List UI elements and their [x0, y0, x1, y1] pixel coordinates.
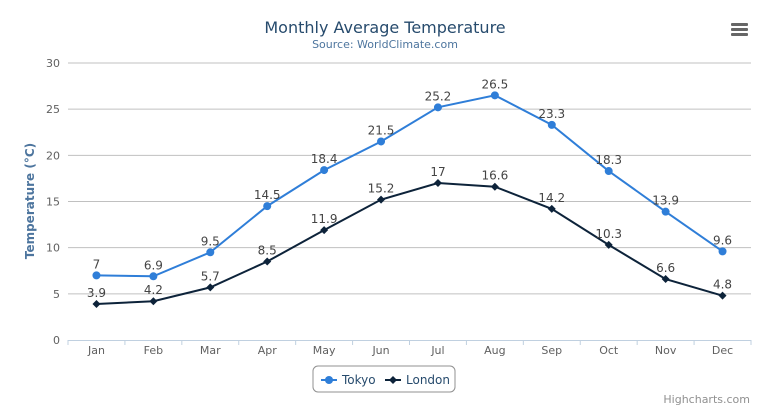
x-tick-label: Apr	[258, 344, 278, 357]
data-point	[490, 182, 499, 191]
y-tick-label: 5	[53, 288, 60, 301]
legend: Tokyo London	[312, 365, 456, 393]
series-line	[96, 94, 724, 278]
data-label: 11.9	[311, 212, 338, 226]
data-label: 6.9	[144, 258, 163, 272]
data-point	[149, 297, 158, 306]
x-tick-label: Feb	[144, 344, 163, 357]
data-point	[206, 283, 215, 292]
y-tick-label: 30	[46, 57, 60, 70]
y-axis-title: Temperature (°C)	[23, 143, 37, 259]
data-label: 9.6	[713, 233, 732, 247]
x-tick-label: Jun	[371, 344, 389, 357]
data-point	[377, 137, 386, 146]
x-tick-label: Dec	[712, 344, 733, 357]
data-point	[433, 103, 442, 112]
data-label: 6.6	[656, 261, 675, 275]
series-line	[96, 182, 723, 305]
data-point	[206, 248, 215, 257]
data-label: 16.6	[482, 169, 509, 183]
data-label: 18.4	[311, 152, 338, 166]
data-label: 3.9	[87, 286, 106, 300]
data-point	[718, 247, 727, 256]
legend-item-tokyo[interactable]: Tokyo	[321, 373, 376, 387]
y-tick-label: 25	[46, 103, 60, 116]
data-label: 18.3	[595, 153, 622, 167]
legend-label-tokyo: Tokyo	[341, 373, 376, 387]
y-tick-label: 10	[46, 242, 60, 255]
data-point	[604, 240, 613, 249]
chart-subtitle: Source: WorldClimate.com	[312, 38, 458, 51]
x-tick-label: Jan	[87, 344, 105, 357]
data-point	[547, 120, 556, 129]
data-point	[433, 179, 442, 188]
x-tick-label: May	[313, 344, 336, 357]
data-label: 4.2	[144, 283, 163, 297]
series-london: 3.9 4.2 5.7 8.5 11.9 15.2 17 16.6 14.2 10.3 6.6 4.8	[87, 165, 732, 308]
data-point	[263, 257, 272, 266]
data-label: 7	[93, 257, 101, 271]
data-label: 13.9	[652, 194, 679, 208]
data-point	[377, 195, 386, 204]
data-label: 14.2	[538, 191, 565, 205]
y-tick-label: 15	[46, 196, 60, 209]
x-tick-label: Aug	[484, 344, 505, 357]
x-tick-label: Jul	[430, 344, 444, 357]
data-point	[149, 272, 158, 281]
data-label: 14.5	[254, 188, 281, 202]
data-label: 9.5	[201, 234, 220, 248]
chart-title: Monthly Average Temperature	[264, 18, 505, 37]
data-label: 8.5	[258, 244, 277, 258]
data-point	[92, 271, 101, 280]
data-point	[661, 275, 670, 284]
data-label: 26.5	[482, 77, 509, 91]
data-point	[320, 166, 329, 175]
x-tick-label: Mar	[200, 344, 221, 357]
data-point	[661, 207, 670, 216]
legend-item-london[interactable]: London	[385, 373, 450, 387]
y-tick-label: 0	[53, 334, 60, 347]
data-point	[547, 204, 556, 213]
data-label: 23.3	[538, 107, 565, 121]
hamburger-menu-icon[interactable]	[731, 23, 748, 36]
data-point	[490, 91, 499, 100]
data-point	[604, 167, 613, 176]
legend-label-london: London	[406, 373, 450, 387]
data-label: 17	[430, 165, 445, 179]
series-tokyo: 7 6.9 9.5 14.5 18.4 21.5 25.2 26.5 23.3 18.3 13.9 9…	[92, 77, 732, 281]
data-point	[263, 202, 272, 211]
data-label: 5.7	[201, 269, 220, 283]
data-point	[718, 291, 727, 300]
data-label: 21.5	[368, 123, 395, 137]
y-tick-label: 20	[46, 149, 60, 162]
data-label: 4.8	[713, 278, 732, 292]
x-tick-label: Nov	[655, 344, 677, 357]
x-tick-label: Sep	[541, 344, 562, 357]
data-point	[320, 226, 329, 235]
credits-link[interactable]: Highcharts.com	[663, 393, 750, 406]
data-label: 10.3	[595, 227, 622, 241]
data-point	[92, 299, 101, 308]
data-label: 15.2	[368, 182, 395, 196]
data-label: 25.2	[425, 89, 452, 103]
x-tick-label: Oct	[599, 344, 619, 357]
